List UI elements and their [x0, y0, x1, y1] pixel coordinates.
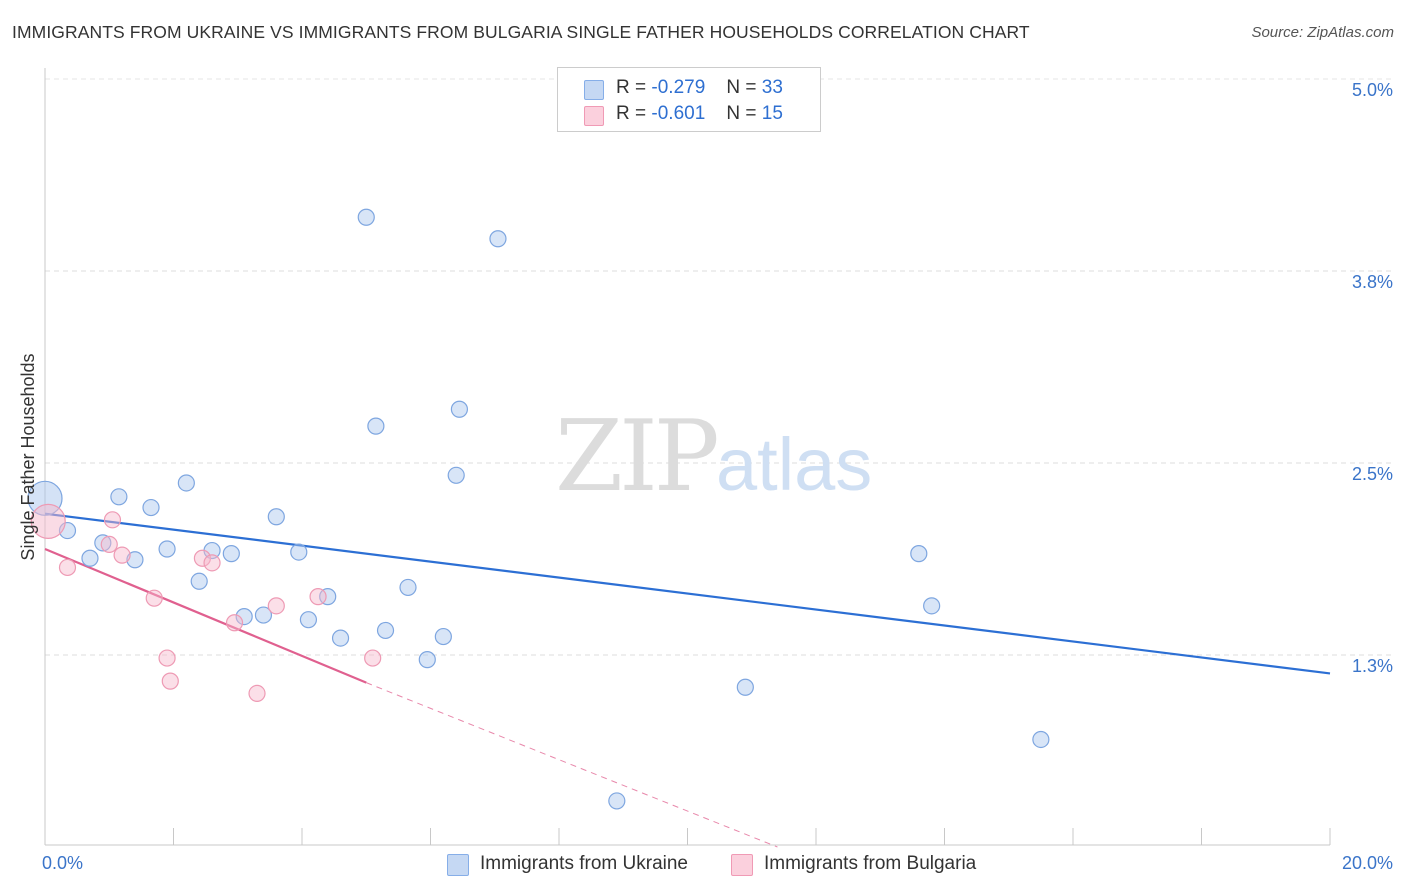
data-points: [27, 208, 1050, 810]
ukraine-point: [254, 606, 273, 624]
ukraine-point: [190, 572, 208, 590]
x-tick-label: 0.0%: [42, 853, 83, 873]
ukraine-point: [736, 678, 754, 696]
bulgaria-point: [248, 684, 266, 703]
ukraine-point: [489, 230, 507, 248]
bulgaria-point: [100, 535, 118, 554]
legend-n-label: N =: [726, 103, 757, 124]
ukraine-point: [376, 621, 395, 640]
ukraine-point: [923, 597, 941, 615]
bulgaria-point: [193, 549, 212, 567]
ukraine-point: [142, 498, 160, 517]
ukraine-point: [299, 611, 318, 629]
bulgaria-point: [203, 554, 221, 572]
ukraine-point: [357, 208, 375, 226]
trend-lines: [44, 512, 1331, 848]
legend-r-label: R =: [616, 103, 647, 124]
ukraine-point: [235, 607, 253, 626]
y-axis-label: Single Father Households: [18, 353, 38, 560]
legend-n-value-ukraine: 33: [761, 77, 783, 98]
ukraine-point: [399, 578, 417, 597]
bulgaria-point: [225, 614, 244, 632]
bottom-legend-swatch-bulgaria: [731, 854, 753, 876]
ukraine-point: [450, 400, 469, 418]
ukraine-point: [110, 488, 128, 506]
bulgaria-point: [309, 588, 327, 606]
bottom-legend-label-ukraine: Immigrants from Ukraine: [480, 853, 688, 874]
ukraine-point: [158, 540, 176, 558]
ukraine-point: [81, 549, 99, 567]
grid-lines: [45, 78, 1392, 656]
ukraine-point: [608, 792, 626, 810]
source-label: Source: ZipAtlas.com: [1251, 24, 1394, 41]
legend-n-value-bulgaria: 15: [761, 103, 783, 124]
bulgaria-point: [267, 597, 285, 615]
bulgaria-point: [161, 672, 179, 690]
ukraine-point: [447, 466, 465, 484]
bulgaria-trend-extension: [366, 682, 778, 848]
bulgaria-point: [30, 503, 66, 539]
y-tick-label: 2.5%: [1352, 464, 1393, 484]
ukraine-trend-line: [44, 512, 1331, 675]
bulgaria-point: [113, 546, 131, 564]
legend-r-value-bulgaria: -0.601: [651, 103, 706, 124]
ukraine-point: [94, 534, 112, 552]
bulgaria-point: [364, 649, 382, 667]
ukraine-point: [177, 474, 195, 492]
bulgaria-trend-line: [44, 548, 367, 684]
ukraine-point: [910, 545, 928, 563]
ukraine-point: [126, 551, 144, 569]
correlation-legend: R = -0.279 N = 33 R = -0.601 N = 15: [557, 67, 821, 132]
ukraine-point: [434, 627, 452, 646]
y-tick-label: 3.8%: [1352, 272, 1393, 292]
y-tick-label: 5.0%: [1352, 80, 1393, 100]
ukraine-point: [267, 508, 285, 526]
bulgaria-point: [145, 589, 163, 607]
ukraine-point: [331, 629, 350, 647]
legend-n-label: N =: [726, 77, 757, 98]
watermark: ZIP atlas: [555, 400, 872, 514]
chart-title: IMMIGRANTS FROM UKRAINE VS IMMIGRANTS FR…: [12, 22, 1030, 42]
legend-r-value-ukraine: -0.279: [651, 77, 706, 98]
svg-text:ZIP: ZIP: [555, 400, 717, 514]
tick-labels: 1.3% 2.5% 3.8% 5.0% 0.0% 20.0%: [42, 80, 1393, 873]
ukraine-point: [367, 417, 385, 435]
ukraine-point: [1032, 730, 1050, 749]
axes: [44, 68, 1331, 846]
bulgaria-point: [58, 558, 77, 577]
bulgaria-point: [158, 649, 176, 667]
ukraine-point: [319, 588, 337, 606]
svg-text:atlas: atlas: [716, 423, 872, 506]
bottom-legend-swatch-ukraine: [447, 854, 469, 876]
bulgaria-point: [103, 511, 122, 529]
legend-swatch-bulgaria: [584, 106, 604, 126]
x-tick-label: 20.0%: [1342, 853, 1393, 873]
ukraine-point: [290, 543, 308, 561]
y-tick-label: 1.3%: [1352, 656, 1393, 676]
legend-swatch-ukraine: [584, 80, 604, 100]
ukraine-point: [418, 651, 436, 669]
ukraine-point: [222, 545, 240, 563]
bottom-legend-label-bulgaria: Immigrants from Bulgaria: [764, 853, 977, 874]
legend-r-label: R =: [616, 77, 647, 98]
